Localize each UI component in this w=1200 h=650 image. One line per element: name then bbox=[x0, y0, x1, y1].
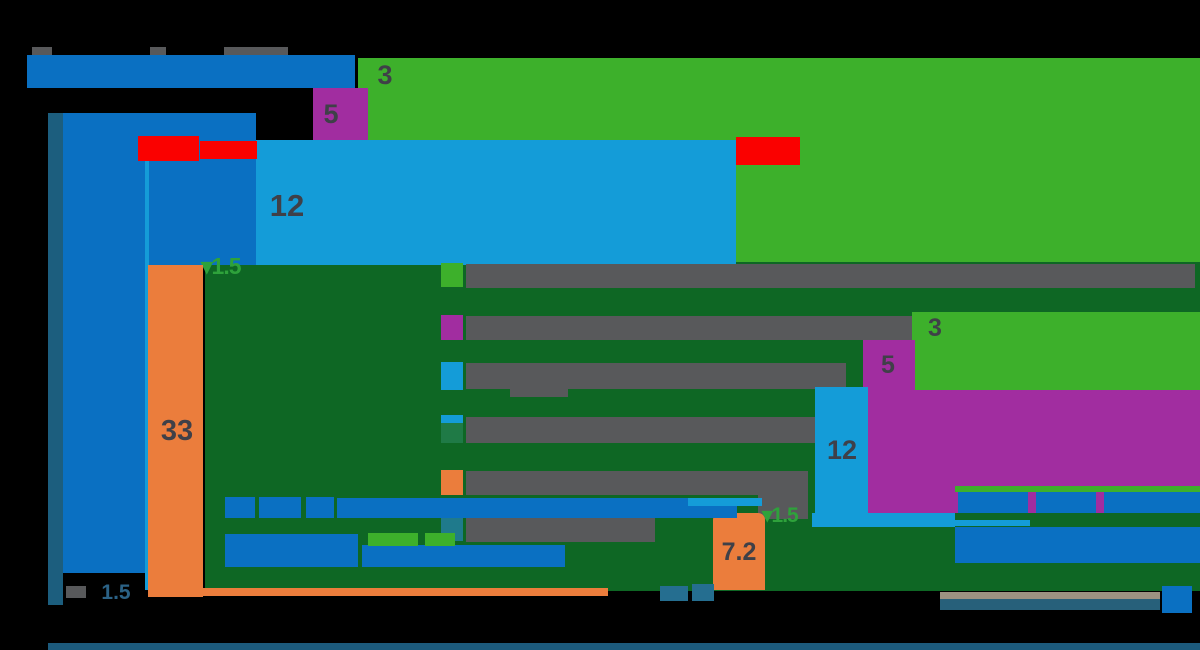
title-remnant-2 bbox=[150, 47, 166, 55]
legend-swatch-1 bbox=[441, 263, 463, 287]
y-axis-bar bbox=[48, 113, 63, 605]
arrow-down-icon: ▾ bbox=[201, 253, 213, 279]
legend-swatch-4-top bbox=[441, 415, 463, 423]
left-step3-label: 3 bbox=[377, 59, 393, 90]
legend-redaction-3 bbox=[466, 363, 846, 389]
blue-text-redaction-l1c bbox=[306, 497, 334, 518]
right-green-step-box bbox=[912, 312, 1200, 390]
lightblue-step-box bbox=[256, 140, 736, 265]
right-purple-step-box bbox=[863, 340, 915, 390]
left-step5-label: 5 bbox=[323, 98, 339, 129]
blue-statement-redaction-2 bbox=[955, 527, 1200, 563]
green-highlight-chunk-a bbox=[368, 533, 418, 546]
axis-gray-mark bbox=[66, 586, 86, 598]
axis-bottom-value: 1.5 bbox=[101, 580, 131, 604]
right-lightblue-bar-12 bbox=[815, 387, 868, 513]
right-lightblue-strip-thin bbox=[955, 520, 1030, 526]
blue-text-redaction-l1bar bbox=[337, 498, 737, 518]
legend-redaction-6 bbox=[466, 517, 655, 542]
legend-redaction-3b bbox=[510, 389, 568, 397]
purple-step-box bbox=[313, 88, 368, 140]
legend-redaction-4 bbox=[466, 417, 830, 443]
legend-swatch-5 bbox=[441, 470, 463, 495]
green-highlight-chunk-b bbox=[425, 533, 455, 546]
footer-teal-strip bbox=[940, 599, 1160, 610]
right-step5-label: 5 bbox=[881, 350, 895, 379]
footer-rule-bar bbox=[48, 643, 1200, 650]
legend-redaction-5b bbox=[758, 495, 808, 519]
red-redacted-value-right bbox=[736, 137, 800, 165]
legend-redaction-2 bbox=[466, 316, 912, 340]
title-redaction-bar bbox=[27, 55, 355, 88]
blue-statement-redaction-1a bbox=[958, 492, 1028, 513]
bottom-mid-redaction-a bbox=[660, 586, 688, 601]
right-green-sliver bbox=[955, 486, 1200, 492]
legend-redaction-1 bbox=[466, 264, 1195, 288]
right-step3-label: 3 bbox=[928, 313, 942, 342]
green-step-box bbox=[358, 58, 448, 93]
legend-swatch-4 bbox=[441, 423, 463, 443]
blue-text-redaction-l2b bbox=[362, 545, 565, 567]
blue-text-redaction-l1a bbox=[225, 497, 255, 518]
orange-bar-33 bbox=[148, 265, 203, 597]
orange-bar-72 bbox=[713, 513, 765, 590]
total-bar-blue bbox=[63, 113, 145, 573]
page-number-redaction bbox=[1162, 586, 1192, 613]
red-redacted-value-left-b bbox=[200, 141, 257, 159]
right-step12-label: 12 bbox=[826, 434, 858, 465]
left-delta-annotation: ▾1.5 bbox=[201, 253, 242, 279]
title-remnant-1 bbox=[32, 47, 52, 55]
legend-swatch-2 bbox=[441, 315, 463, 340]
lightblue-text-tail bbox=[688, 498, 762, 506]
bar33-label: 33 bbox=[160, 414, 194, 447]
right-lightblue-strip bbox=[812, 513, 955, 527]
orange-baseline-strip bbox=[203, 588, 608, 596]
legend-swatch-3 bbox=[441, 362, 463, 390]
blue-statement-redaction-1c bbox=[1104, 492, 1200, 513]
arrow-down-icon: ▾ bbox=[762, 504, 773, 527]
blue-text-redaction-l2a bbox=[225, 534, 358, 567]
blue-statement-redaction-1b bbox=[1036, 492, 1096, 513]
blue-text-redaction-l1b bbox=[259, 497, 301, 518]
legend-redaction-5 bbox=[466, 471, 808, 495]
left-step12-label: 12 bbox=[269, 187, 305, 223]
footer-tan-strip bbox=[940, 592, 1160, 599]
lightblue-divider-line bbox=[145, 140, 149, 590]
right-delta-annotation: ▾1.5 bbox=[762, 504, 799, 527]
red-redacted-value-left-a bbox=[138, 136, 199, 161]
title-remnant-3 bbox=[224, 47, 288, 55]
bar72-label: 7.2 bbox=[721, 537, 757, 566]
bottom-mid-redaction-b bbox=[692, 584, 714, 601]
